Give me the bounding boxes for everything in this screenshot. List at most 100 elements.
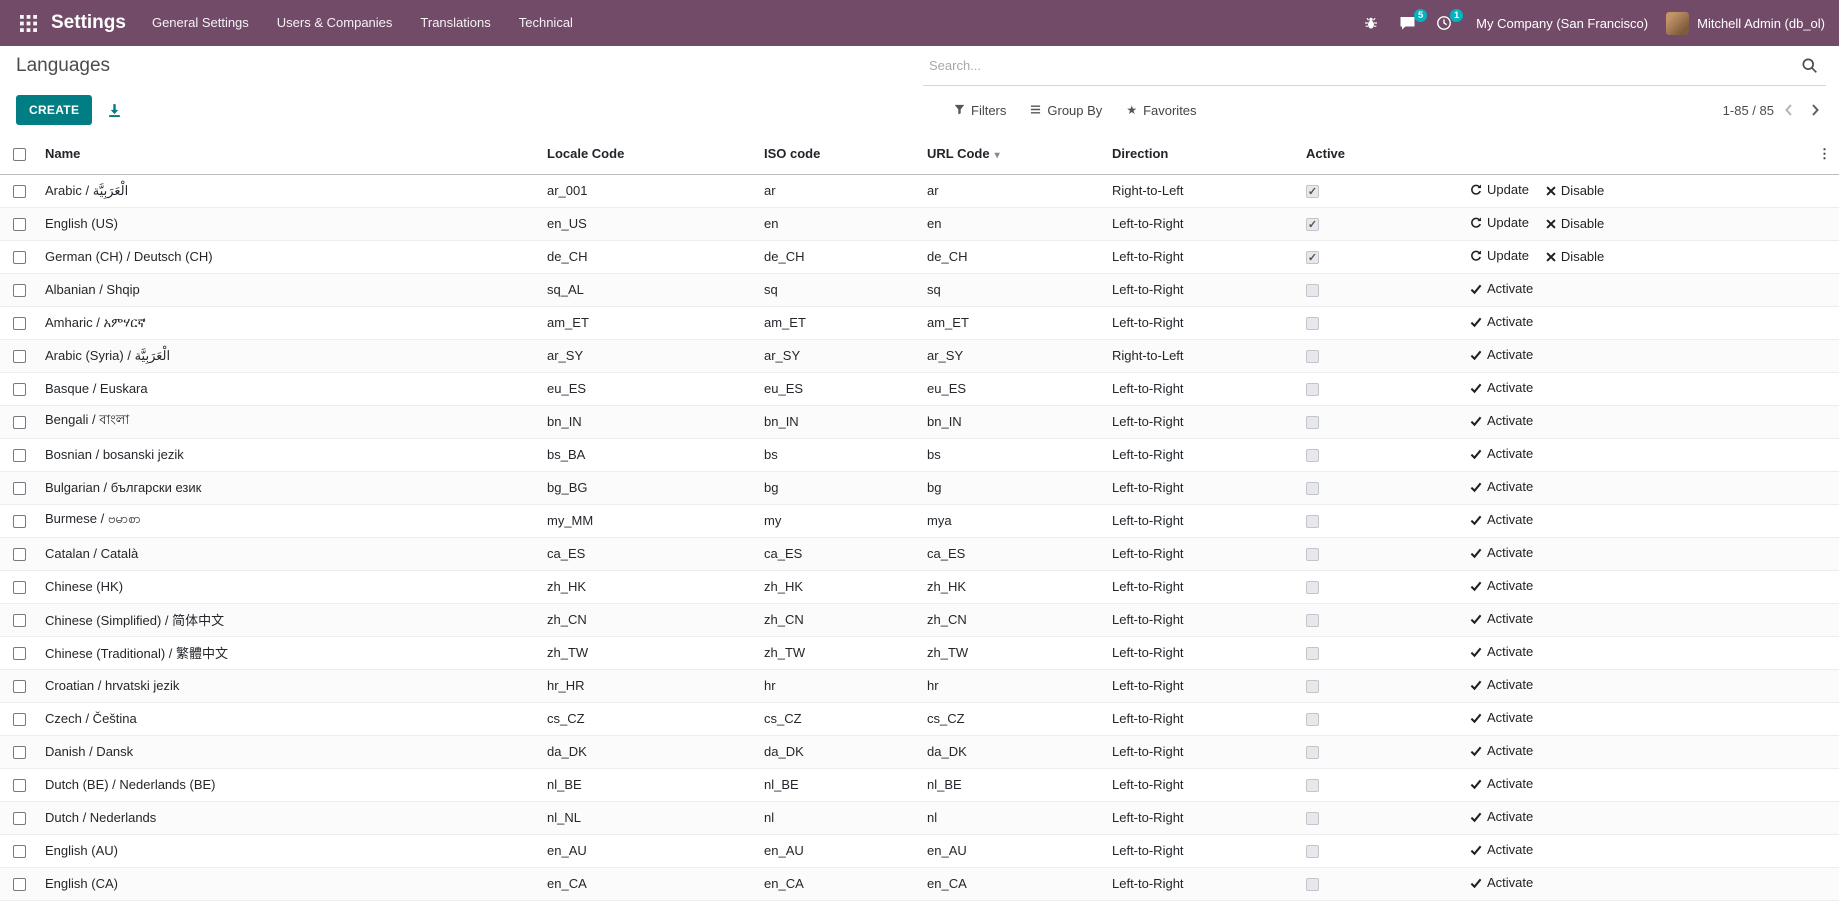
messages-icon[interactable]: 5 — [1389, 9, 1428, 37]
activate-button[interactable]: Activate — [1470, 281, 1533, 296]
table-row[interactable]: Dutch (BE) / Nederlands (BE) nl_BE nl_BE… — [0, 768, 1839, 802]
table-row[interactable]: Dutch / Nederlands nl_NL nl nl Left-to-R… — [0, 801, 1839, 835]
row-checkbox[interactable] — [13, 350, 26, 364]
header-direction[interactable]: Direction — [1108, 134, 1302, 175]
pager-previous-icon[interactable] — [1778, 99, 1800, 121]
activate-button[interactable]: Activate — [1470, 479, 1533, 494]
activate-button[interactable]: Activate — [1470, 875, 1533, 890]
row-checkbox[interactable] — [13, 482, 26, 496]
activate-button[interactable]: Activate — [1470, 413, 1533, 428]
row-checkbox[interactable] — [13, 614, 26, 628]
menu-technical[interactable]: Technical — [518, 15, 573, 30]
activate-button[interactable]: Activate — [1470, 611, 1533, 626]
user-menu[interactable]: Mitchell Admin (db_ol) — [1666, 11, 1825, 35]
row-checkbox[interactable] — [13, 515, 26, 529]
table-row[interactable]: Croatian / hrvatski jezik hr_HR hr hr Le… — [0, 669, 1839, 703]
table-row[interactable]: Czech / Čeština cs_CZ cs_CZ cs_CZ Left-t… — [0, 702, 1839, 736]
apps-grid-icon[interactable] — [10, 9, 47, 38]
table-row[interactable]: English (US) en_US en en Left-to-Right ✓… — [0, 207, 1839, 241]
disable-button[interactable]: Disable — [1546, 183, 1604, 198]
activate-button[interactable]: Activate — [1470, 677, 1533, 692]
update-button[interactable]: Update — [1470, 182, 1529, 197]
app-title[interactable]: Settings — [51, 12, 126, 33]
menu-translations[interactable]: Translations — [420, 15, 491, 30]
header-name[interactable]: Name — [41, 134, 543, 175]
table-row[interactable]: Basque / Euskara eu_ES eu_ES eu_ES Left-… — [0, 372, 1839, 406]
row-checkbox[interactable] — [13, 218, 26, 232]
row-checkbox[interactable] — [13, 581, 26, 595]
export-download-icon[interactable] — [107, 103, 122, 118]
table-row[interactable]: Amharic / አምሃርኛ am_ET am_ET am_ET Left-t… — [0, 306, 1839, 340]
group-by-button[interactable]: Group By — [1030, 103, 1102, 118]
table-row[interactable]: Chinese (Simplified) / 简体中文 zh_CN zh_CN … — [0, 603, 1839, 637]
row-checkbox[interactable] — [13, 185, 26, 199]
activate-button[interactable]: Activate — [1470, 809, 1533, 824]
favorites-button[interactable]: ★ Favorites — [1126, 102, 1197, 118]
header-locale-code[interactable]: Locale Code — [543, 134, 760, 175]
row-checkbox[interactable] — [13, 713, 26, 727]
activate-button[interactable]: Activate — [1470, 776, 1533, 791]
table-row[interactable]: Bengali / বাংলা bn_IN bn_IN bn_IN Left-t… — [0, 405, 1839, 439]
row-checkbox[interactable] — [13, 878, 26, 892]
activate-button[interactable]: Activate — [1470, 446, 1533, 461]
table-row[interactable]: Arabic / الْعَرَبِيَّة ar_001 ar ar Righ… — [0, 174, 1839, 208]
menu-general-settings[interactable]: General Settings — [151, 15, 249, 30]
header-iso-code[interactable]: ISO code — [760, 134, 923, 175]
app-menu: General Settings Users & Companies Trans… — [138, 0, 587, 46]
header-url-code[interactable]: URL Code ▾ — [923, 134, 1108, 175]
row-checkbox[interactable] — [13, 383, 26, 397]
menu-users-companies[interactable]: Users & Companies — [276, 15, 393, 30]
header-active[interactable]: Active — [1302, 134, 1462, 175]
activate-button[interactable]: Activate — [1470, 743, 1533, 758]
table-row[interactable]: Chinese (Traditional) / 繁體中文 zh_TW zh_TW… — [0, 636, 1839, 670]
activities-clock-icon[interactable]: 1 — [1426, 9, 1464, 37]
filters-button[interactable]: Filters — [954, 103, 1006, 118]
row-checkbox[interactable] — [13, 416, 26, 430]
activate-button[interactable]: Activate — [1470, 842, 1533, 857]
row-checkbox[interactable] — [13, 845, 26, 859]
activate-button[interactable]: Activate — [1470, 710, 1533, 725]
table-row[interactable]: Catalan / Català ca_ES ca_ES ca_ES Left-… — [0, 537, 1839, 571]
search-icon[interactable] — [1799, 55, 1820, 76]
table-row[interactable]: English (AU) en_AU en_AU en_AU Left-to-R… — [0, 834, 1839, 868]
table-row[interactable]: Danish / Dansk da_DK da_DK da_DK Left-to… — [0, 735, 1839, 769]
row-checkbox[interactable] — [13, 680, 26, 694]
select-all-checkbox[interactable] — [13, 148, 26, 162]
activate-button[interactable]: Activate — [1470, 380, 1533, 395]
table-row[interactable]: Bosnian / bosanski jezik bs_BA bs bs Lef… — [0, 438, 1839, 472]
table-row[interactable]: German (CH) / Deutsch (CH) de_CH de_CH d… — [0, 240, 1839, 274]
optional-columns-icon[interactable]: ⋮ — [1818, 145, 1831, 161]
row-checkbox[interactable] — [13, 812, 26, 826]
row-checkbox[interactable] — [13, 284, 26, 298]
company-switcher[interactable]: My Company (San Francisco) — [1476, 15, 1649, 31]
activate-button[interactable]: Activate — [1470, 512, 1533, 527]
table-row[interactable]: English (CA) en_CA en_CA en_CA Left-to-R… — [0, 867, 1839, 901]
row-checkbox[interactable] — [13, 548, 26, 562]
row-checkbox[interactable] — [13, 317, 26, 331]
table-row[interactable]: Arabic (Syria) / الْعَرَبِيَّة ar_SY ar_… — [0, 339, 1839, 373]
activate-button[interactable]: Activate — [1470, 578, 1533, 593]
activate-button[interactable]: Activate — [1470, 347, 1533, 362]
table-row[interactable]: Bulgarian / български език bg_BG bg bg L… — [0, 471, 1839, 505]
row-checkbox[interactable] — [13, 251, 26, 265]
pager-next-icon[interactable] — [1804, 99, 1826, 121]
table-row[interactable]: Burmese / ဗမာစာ my_MM my mya Left-to-Rig… — [0, 504, 1839, 538]
row-checkbox[interactable] — [13, 449, 26, 463]
url-code: bn_IN — [923, 405, 1108, 439]
search-input[interactable] — [929, 58, 1799, 73]
table-row[interactable]: Chinese (HK) zh_HK zh_HK zh_HK Left-to-R… — [0, 570, 1839, 604]
activate-button[interactable]: Activate — [1470, 314, 1533, 329]
disable-button[interactable]: Disable — [1546, 216, 1604, 231]
update-button[interactable]: Update — [1470, 215, 1529, 230]
row-checkbox[interactable] — [13, 647, 26, 661]
debug-bug-icon[interactable] — [1353, 9, 1389, 37]
activate-button[interactable]: Activate — [1470, 644, 1533, 659]
row-checkbox[interactable] — [13, 779, 26, 793]
update-button[interactable]: Update — [1470, 248, 1529, 263]
row-checkbox[interactable] — [13, 746, 26, 760]
active-cell — [1302, 570, 1462, 604]
table-row[interactable]: Albanian / Shqip sq_AL sq sq Left-to-Rig… — [0, 273, 1839, 307]
create-button[interactable]: CREATE — [16, 95, 93, 125]
disable-button[interactable]: Disable — [1546, 249, 1604, 264]
activate-button[interactable]: Activate — [1470, 545, 1533, 560]
